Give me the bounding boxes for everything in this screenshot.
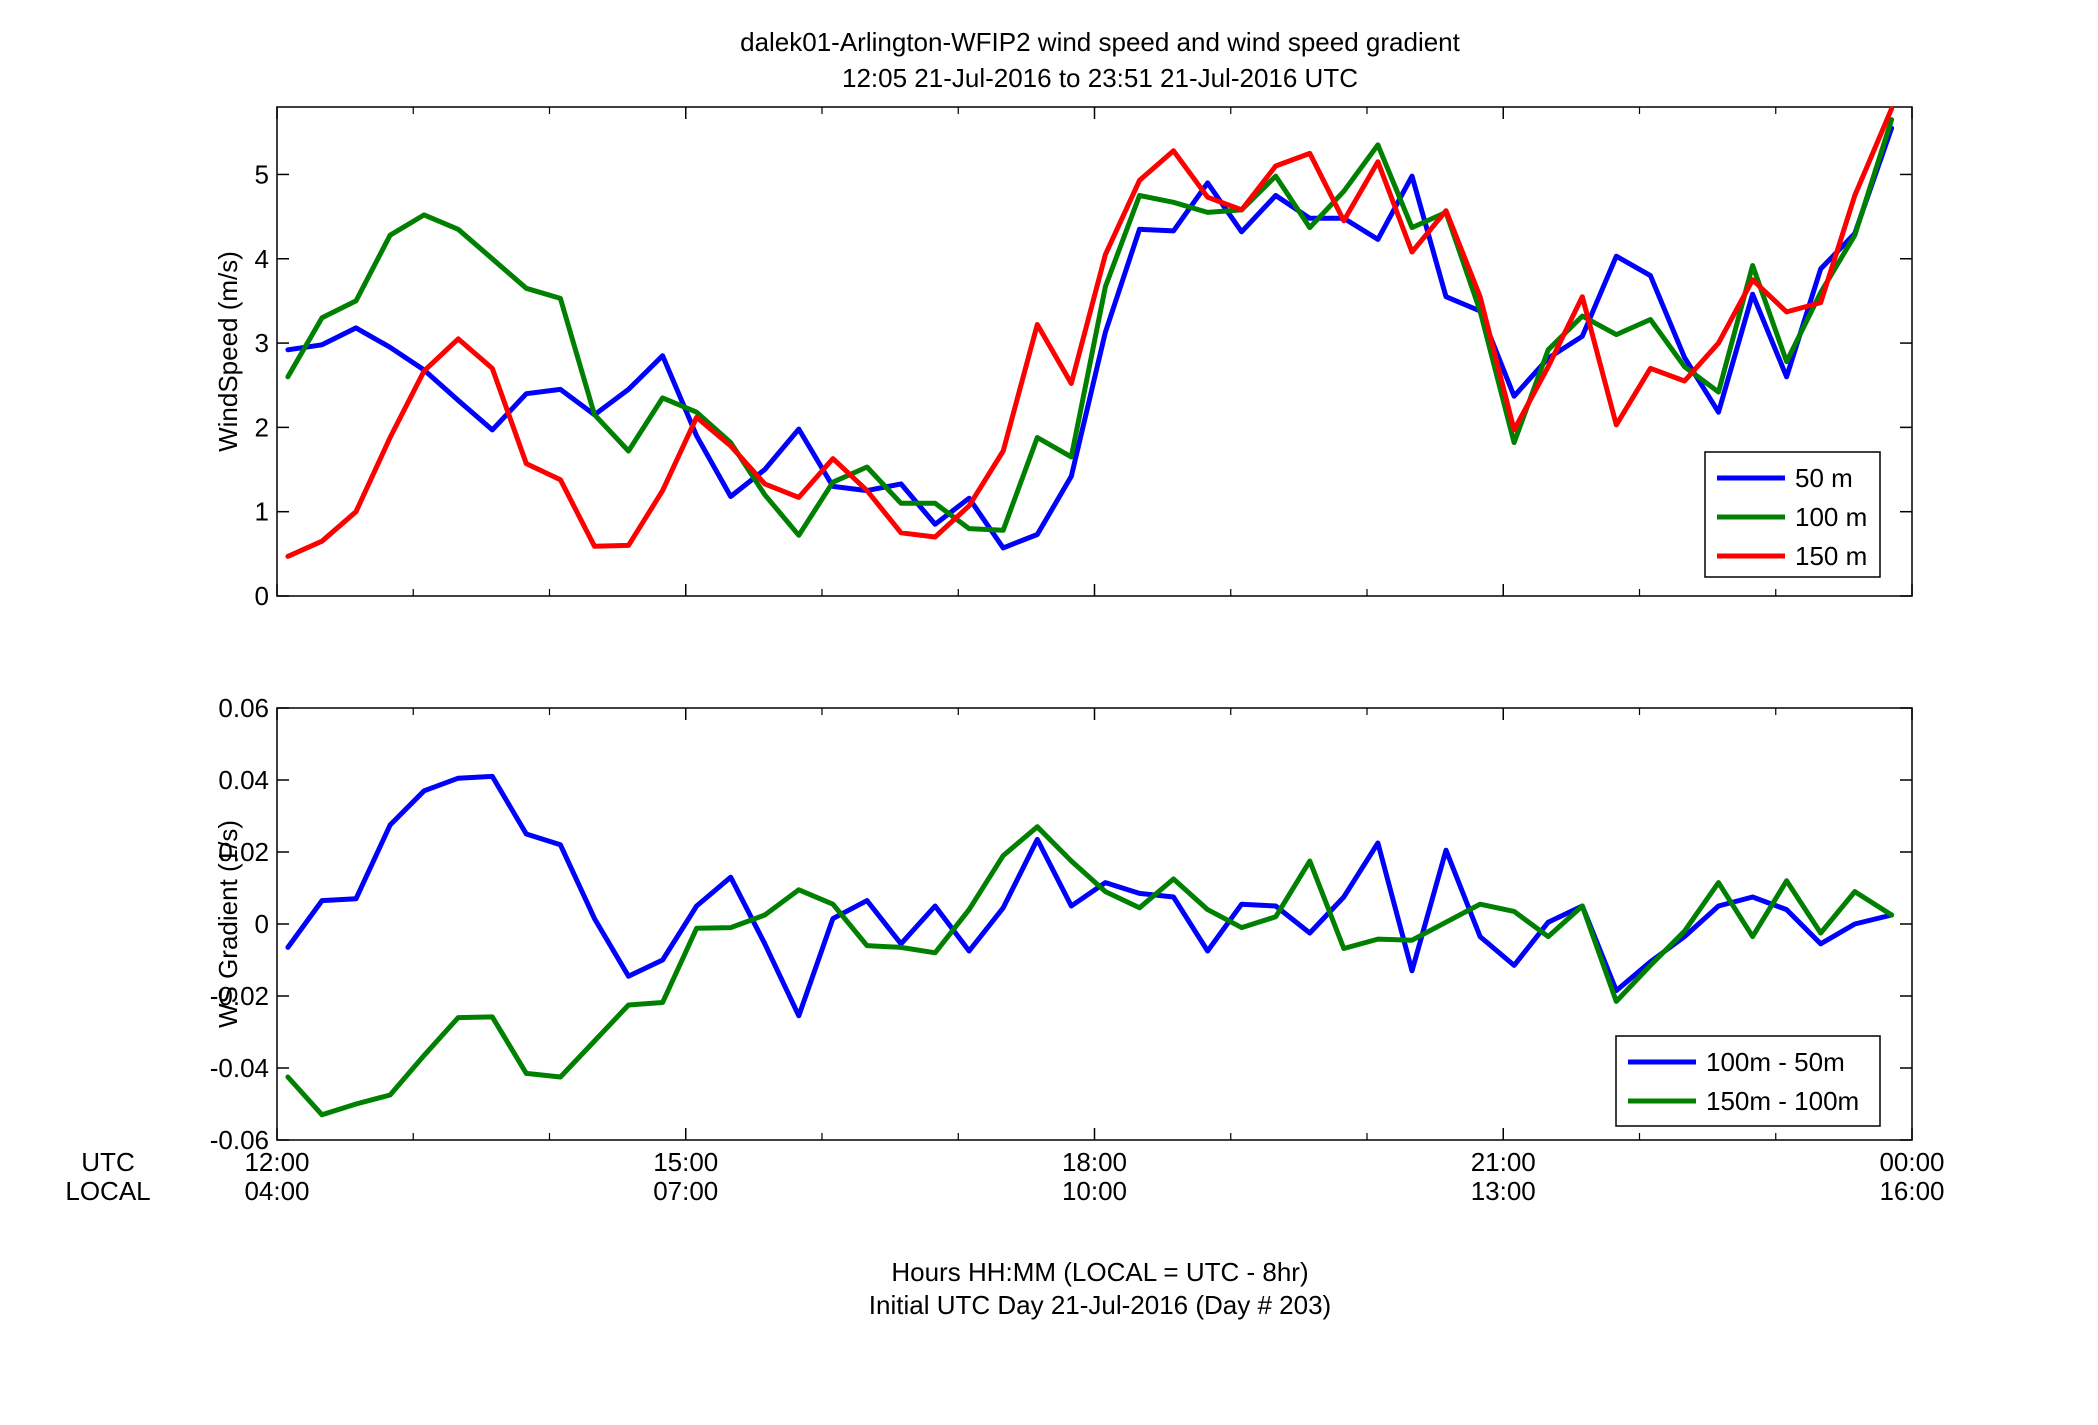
y-tick-label: 5 xyxy=(255,159,269,189)
x-tick-label-local: 13:00 xyxy=(1471,1176,1536,1206)
y-axis-label: WS Gradient (1/s) xyxy=(213,820,243,1028)
legend-box xyxy=(1615,1035,1881,1127)
windspeed-panel: 0 1 2 3 4 5 WindSpeed (m/s) 50 m 100 m 150 m xyxy=(213,106,1913,611)
y-tick-label: 3 xyxy=(255,328,269,358)
y-tick-label: 0.02 xyxy=(218,837,269,867)
utc-row-label: UTC xyxy=(81,1147,134,1177)
legend: 50 m 100 m 150 m xyxy=(1704,451,1881,578)
y-tick-label: 4 xyxy=(255,244,269,274)
x-tick-label-local: 04:00 xyxy=(244,1176,309,1206)
y-tick-label: -0.04 xyxy=(210,1053,269,1083)
legend-entry: 100 m xyxy=(1795,502,1867,532)
x-tick-label-local: 10:00 xyxy=(1062,1176,1127,1206)
y-tick-label: 2 xyxy=(255,412,269,442)
series-line xyxy=(285,824,1895,1118)
legend: 100m - 50m 150m - 100m xyxy=(1615,1035,1881,1127)
y-tick-label: 0.06 xyxy=(218,693,269,723)
y-tick-label: 0 xyxy=(255,909,269,939)
series-line xyxy=(285,117,1895,538)
legend-entry: 150 m xyxy=(1795,541,1867,571)
legend-entry: 150m - 100m xyxy=(1706,1086,1859,1116)
y-tick-label: 1 xyxy=(255,497,269,527)
y-tick-label: -0.06 xyxy=(210,1125,269,1155)
local-row-label: LOCAL xyxy=(65,1176,150,1206)
y-axis-label: WindSpeed (m/s) xyxy=(213,251,243,452)
x-tick-label-utc: 21:00 xyxy=(1471,1147,1536,1177)
x-tick-label-local: 16:00 xyxy=(1879,1176,1944,1206)
x-tick-label-utc: 00:00 xyxy=(1879,1147,1944,1177)
legend-entry: 50 m xyxy=(1795,463,1853,493)
x-tick-label-utc: 12:00 xyxy=(244,1147,309,1177)
x-tick-label-utc: 15:00 xyxy=(653,1147,718,1177)
x-axis-sublabel: Initial UTC Day 21-Jul-2016 (Day # 203) xyxy=(869,1290,1331,1320)
x-tick-label-local: 07:00 xyxy=(653,1176,718,1206)
y-tick-label: 0.04 xyxy=(218,765,269,795)
figure-title: dalek01-Arlington-WFIP2 wind speed and w… xyxy=(740,27,1461,57)
legend-entry: 100m - 50m xyxy=(1706,1047,1845,1077)
series-line xyxy=(285,773,1895,1019)
y-tick-label: 0 xyxy=(255,581,269,611)
x-axis-label: Hours HH:MM (LOCAL = UTC - 8hr) xyxy=(891,1257,1308,1287)
x-tick-label-utc: 18:00 xyxy=(1062,1147,1127,1177)
series-line xyxy=(285,106,1895,559)
series-line xyxy=(285,125,1895,551)
figure-subtitle: 12:05 21-Jul-2016 to 23:51 21-Jul-2016 U… xyxy=(842,63,1358,93)
y-tick-label: -0.02 xyxy=(210,981,269,1011)
